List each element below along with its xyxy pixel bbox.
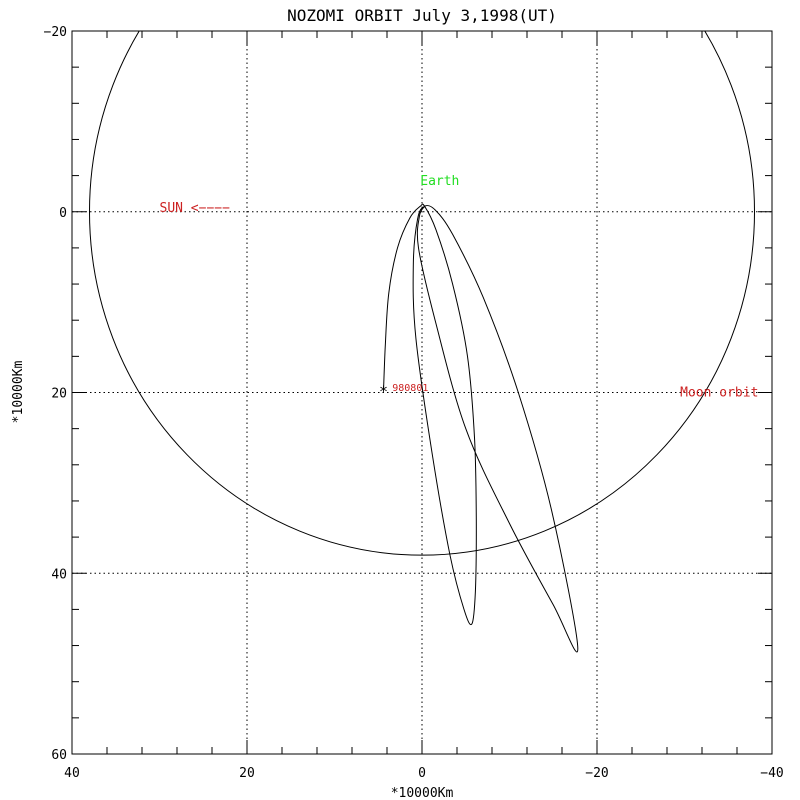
y-tick-label: 20 [51, 387, 67, 402]
moon-orbit-circle [89, 31, 755, 556]
annotation-label: 980801 [392, 383, 428, 394]
plot-frame [71, 30, 773, 755]
series-group: * [379, 203, 579, 653]
x-tick-label: 0 [418, 766, 426, 781]
annotations: Earth SUN <−−−− 980801 Moon orbit [160, 174, 759, 400]
y-tick-label: −20 [44, 25, 67, 40]
y-tick-label: 0 [59, 206, 67, 221]
grid [72, 31, 772, 754]
x-tick-label: −40 [760, 766, 783, 781]
x-axis-label: *10000Km [391, 786, 454, 800]
x-tick-label: −20 [585, 766, 608, 781]
x-tick-label: 40 [64, 766, 80, 781]
tick-labels: 40 20 0 −20 −40 −20 0 20 40 60 [44, 25, 784, 781]
chart-title: NOZOMI ORBIT July 3,1998(UT) [287, 6, 557, 25]
x-tick-label: 20 [239, 766, 255, 781]
start-marker: * [379, 383, 388, 401]
moon-orbit-group [89, 31, 755, 556]
y-tick-label: 40 [51, 567, 67, 582]
annotation-label: SUN <−−−− [160, 201, 231, 216]
annotation-label: Moon orbit [680, 386, 758, 401]
y-axis-label: *10000Km [11, 361, 26, 424]
annotation-label: Earth [420, 174, 459, 189]
nozomi-trajectory [383, 203, 579, 653]
y-tick-label: 60 [51, 748, 67, 763]
